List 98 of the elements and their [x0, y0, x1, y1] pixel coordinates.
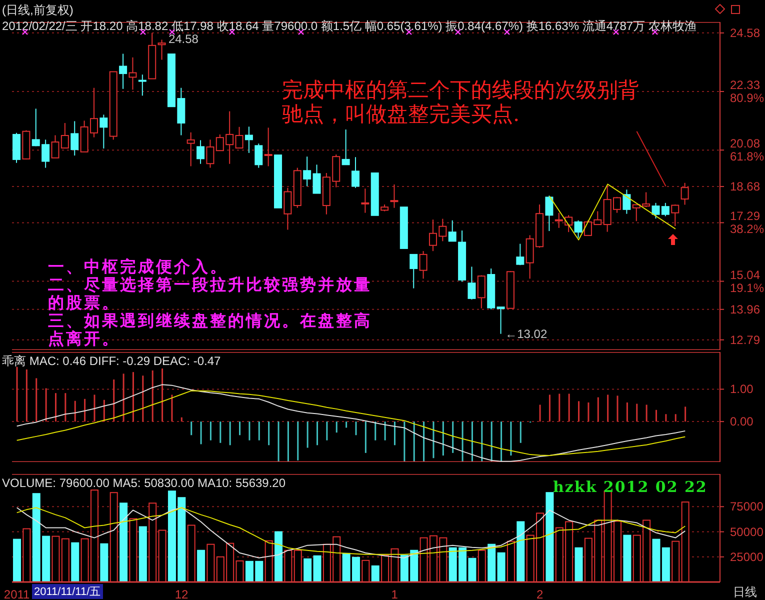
y-tick-label: 24.58 [730, 26, 760, 40]
bar [138, 526, 147, 582]
y-tick-label: 20.08 61.8% [730, 136, 764, 164]
y-tick-label: 13.96 [730, 302, 760, 316]
bar [672, 540, 680, 582]
chart-title: (日线,前复权) [2, 2, 74, 19]
candlestick [51, 134, 60, 158]
text: 日线 [733, 584, 757, 600]
annotation: 24.58 [168, 32, 199, 46]
bar [71, 542, 80, 582]
bar [129, 518, 138, 582]
annotation: 二、尽量选择第一段拉升比较强势并放量的股票。 [48, 275, 373, 312]
y-tick-label: 0.00 [730, 414, 754, 429]
candlestick [303, 156, 312, 187]
candlestick [235, 126, 244, 148]
candlestick [671, 204, 680, 227]
candlestick [680, 182, 689, 206]
y-tick-label: 25000 [730, 550, 764, 564]
bar [187, 524, 196, 582]
annotation: 完成中枢的第二个下的线段的次级别背驰点，叫做盘整完美买点. [282, 78, 640, 126]
candlestick [312, 164, 321, 194]
annotation: 三、如果遇到继续盘整的情况。在盘整高点离开。 [48, 311, 373, 348]
bar [148, 502, 157, 582]
candlestick [60, 122, 69, 148]
y-tick-label: 18.68 [730, 180, 760, 194]
candlestick [254, 143, 263, 168]
candlestick [361, 188, 370, 214]
y-tick-label: 22.33 80.9% [730, 78, 764, 106]
candlestick [410, 254, 418, 289]
chart-title: VOLUME: 79600.00 MA5: 50830.00 MA10: 55639.20 [2, 476, 286, 490]
bar [274, 531, 283, 582]
bar [110, 492, 118, 582]
bar [158, 530, 166, 582]
chart-subtitle: 2012/02/22/三 开18.20 高18.82 低17.98 收18.64 量79600.0 额1.5亿 幅0.65(3.61%) 振0.84(4.67%) 换16.63% 流通4787万 农林牧渔 [2, 18, 696, 34]
chart-title: 乖离 MAC: 0.46 DIFF: -0.29 DEAC: -0.47 [2, 353, 221, 370]
bar [488, 544, 496, 582]
bar [362, 560, 370, 582]
candlestick [158, 39, 166, 60]
candlestick [574, 220, 582, 238]
candlestick [119, 53, 128, 90]
bar [52, 536, 60, 582]
bar [294, 550, 302, 582]
candlestick [419, 250, 428, 280]
bar [284, 550, 292, 582]
candlestick [342, 129, 350, 166]
candlestick [496, 306, 505, 334]
candlestick [390, 184, 398, 208]
bar [197, 550, 206, 582]
bar [371, 565, 380, 582]
bar [313, 555, 322, 582]
annotation: hzkk 2012 02 22 [553, 478, 708, 496]
candlestick [477, 274, 486, 309]
candlestick [264, 127, 272, 167]
y-tick-label: 17.29 38.2% [730, 209, 764, 236]
x-tick-label: 2 [536, 588, 544, 600]
y-tick-label: 12.79 [730, 332, 760, 347]
bar [22, 528, 31, 582]
bar [516, 521, 525, 582]
y-tick-label: 50000 [730, 524, 764, 539]
bar [574, 547, 583, 582]
bar [546, 492, 554, 582]
annotation: ←13.02 [505, 326, 548, 341]
bar [13, 538, 21, 582]
bar [478, 550, 486, 582]
candlestick [138, 74, 146, 96]
y-tick-label: 15.04 19.1% [730, 268, 764, 295]
bar [206, 544, 215, 582]
candlestick [128, 56, 137, 90]
x-tick-label: 2011 [4, 588, 30, 600]
x-tick-label: 12 [174, 588, 188, 600]
bar [264, 540, 273, 582]
candlestick [622, 189, 631, 214]
bar [100, 543, 108, 582]
text: 2011/11/11/五 [32, 584, 103, 599]
annotation: 一、中枢完成便介入。 [48, 257, 228, 276]
candlestick [186, 132, 195, 167]
candlestick [545, 195, 554, 232]
y-tick-label: 1.00 [730, 382, 754, 396]
bar [681, 502, 690, 582]
bar [497, 552, 506, 582]
candlestick [352, 156, 360, 188]
bar [623, 534, 632, 582]
bar [506, 540, 515, 582]
bar [120, 502, 128, 582]
candlestick [196, 140, 205, 164]
x-tick-label: 1 [391, 588, 398, 600]
candlestick [448, 220, 456, 242]
candlestick [516, 243, 524, 266]
candlestick [100, 114, 108, 150]
bar [61, 538, 70, 582]
candlestick [468, 266, 476, 300]
candlestick [206, 139, 214, 168]
candlestick [70, 120, 79, 156]
bar [304, 558, 312, 582]
bar [236, 560, 244, 582]
candlestick [244, 126, 253, 154]
y-tick-label: 75000 [730, 500, 764, 514]
candlestick [284, 187, 292, 230]
